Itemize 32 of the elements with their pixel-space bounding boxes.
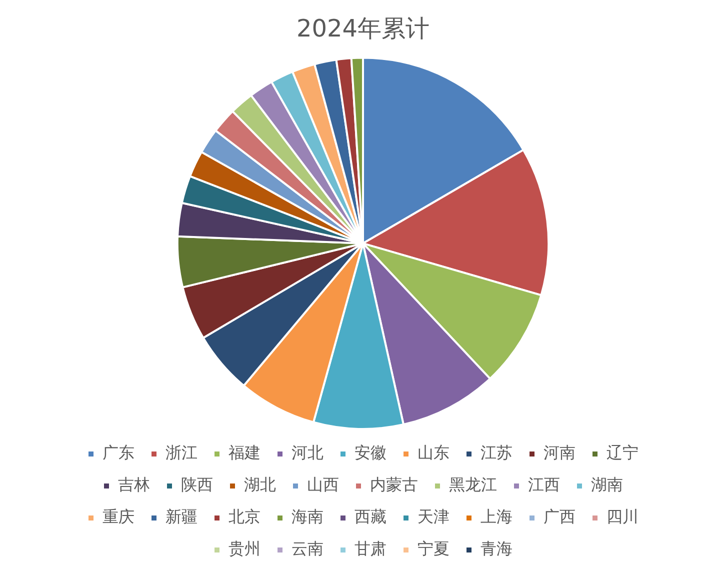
legend-label: 青海 [480,539,512,558]
legend-label: 海南 [292,507,324,526]
legend-label: 天津 [418,507,450,526]
legend-label: 安徽 [354,443,386,462]
legend-label: 甘肃 [354,539,386,558]
legend-label: 新疆 [166,507,198,526]
legend-label: 上海 [480,507,512,526]
legend-label: 宁夏 [418,539,450,558]
legend-label: 西藏 [354,507,386,526]
legend-label: 云南 [292,539,324,558]
legend-label: 河南 [544,443,576,462]
legend-label: 陕西 [181,475,213,494]
legend-label: 江苏 [480,443,512,462]
legend-label: 北京 [228,507,260,526]
legend-label: 山西 [307,475,339,494]
legend-label: 吉林 [118,475,150,494]
legend-label: 内蒙古 [370,475,418,494]
legend-label: 辽宁 [606,443,638,462]
legend-label: 广西 [544,507,576,526]
legend-label: 广东 [102,443,134,462]
legend-label: 福建 [228,443,260,462]
legend-label: 浙江 [166,443,198,462]
legend-label: 四川 [606,507,638,526]
legend-label: 湖北 [244,475,276,494]
legend-label: 山东 [418,443,450,462]
legend-label: 黑龙江 [449,475,497,494]
legend-label: 河北 [292,443,324,462]
legend-label: 重庆 [102,507,134,526]
chart-title: 2024年累计 [296,14,430,43]
legend-label: 湖南 [591,475,623,494]
legend-label: 江西 [528,475,560,494]
legend-label: 贵州 [228,539,260,558]
